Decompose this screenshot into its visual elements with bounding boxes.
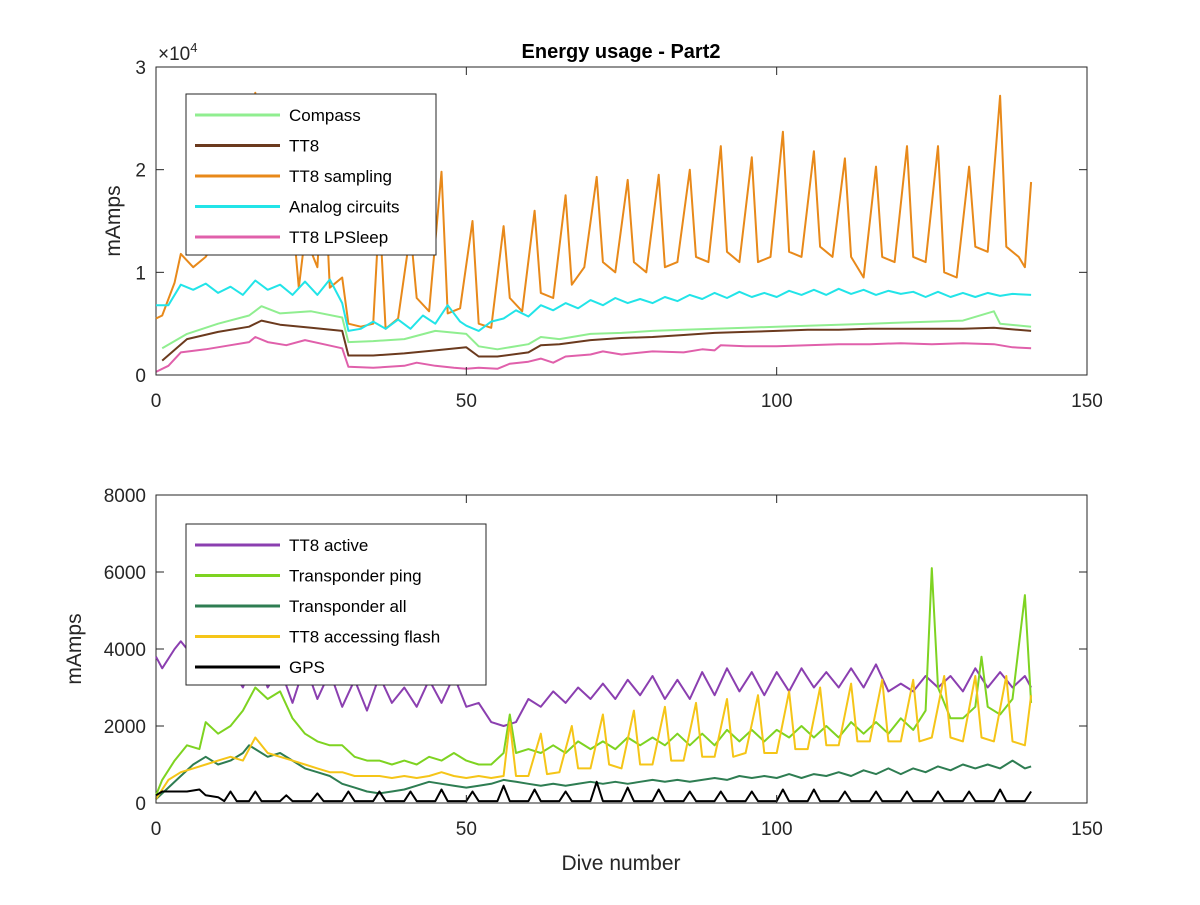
bottom-legend-label-gps: GPS bbox=[289, 658, 325, 677]
top-y-tick-label: 3 bbox=[135, 58, 146, 79]
top-y-tick-label: 2 bbox=[135, 161, 146, 182]
y-multiplier-base: ×10 bbox=[158, 44, 190, 65]
top-legend-label-tt8-sampling: TT8 sampling bbox=[289, 167, 392, 186]
bottom-legend-label-transponder-all: Transponder all bbox=[289, 597, 407, 616]
top-x-tick-label: 100 bbox=[761, 391, 793, 412]
top-legend-label-analog-circuits: Analog circuits bbox=[289, 198, 400, 217]
top-x-tick-label: 50 bbox=[456, 391, 477, 412]
bottom-legend-label-transponder-ping: Transponder ping bbox=[289, 567, 422, 586]
top-series-lines bbox=[155, 91, 1033, 373]
bottom-ticks: 0 50 100 150 0 2000 4000 6000 8000 bbox=[104, 486, 1103, 840]
bottom-y-tick-label: 6000 bbox=[104, 563, 146, 584]
x-axis-label-bottom: Dive number bbox=[561, 852, 680, 875]
bottom-x-tick-label: 50 bbox=[456, 819, 477, 840]
top-ticks: 0 50 100 150 0 1 2 3 bbox=[135, 58, 1102, 412]
top-series-compass-line bbox=[161, 305, 1032, 351]
y-axis-label-top: mAmps bbox=[102, 185, 125, 256]
bottom-legend-label-tt8-accessing-flash: TT8 accessing flash bbox=[289, 628, 440, 647]
bottom-legend-label-tt8-active: TT8 active bbox=[289, 536, 368, 555]
y-multiplier-exponent: 4 bbox=[190, 40, 197, 55]
top-x-tick-label: 0 bbox=[151, 391, 162, 412]
y-multiplier-top: ×104 bbox=[158, 40, 197, 65]
top-legend-label-tt8: TT8 bbox=[289, 137, 319, 156]
bottom-series-tt8-accessing-flash-line bbox=[155, 675, 1033, 800]
bottom-y-tick-label: 0 bbox=[135, 794, 146, 815]
axes-bottom: 0 50 100 150 0 2000 4000 6000 8000 mAmps Dive nu… bbox=[63, 486, 1103, 875]
bottom-y-tick-label: 2000 bbox=[104, 717, 146, 738]
top-y-tick-label: 0 bbox=[135, 366, 146, 387]
bottom-x-tick-label: 0 bbox=[151, 819, 162, 840]
bottom-series-lines bbox=[155, 567, 1033, 803]
chart-title: Energy usage - Part2 bbox=[522, 41, 721, 63]
top-legend-label-tt8-lpsleep: TT8 LPSleep bbox=[289, 228, 388, 247]
top-x-tick-label: 150 bbox=[1071, 391, 1103, 412]
legend-bottom[interactable]: TT8 active Transponder ping Transponder al… bbox=[185, 523, 487, 686]
axes-top: 0 50 100 150 0 1 2 3 ×104 mAmps Compass TT8 TT8 s… bbox=[102, 40, 1103, 412]
y-axis-label-bottom: mAmps bbox=[63, 613, 86, 684]
bottom-series-gps-line bbox=[155, 780, 1032, 803]
top-series-tt8-line bbox=[161, 319, 1032, 362]
top-series-tt8-lpsleep-line bbox=[155, 336, 1032, 373]
bottom-x-tick-label: 100 bbox=[761, 819, 793, 840]
bottom-y-tick-label: 4000 bbox=[104, 640, 146, 661]
legend-top[interactable]: Compass TT8 TT8 sampling Analog circuits TT8… bbox=[185, 93, 437, 256]
bottom-x-tick-label: 150 bbox=[1071, 819, 1103, 840]
bottom-series-tt8-active-line bbox=[155, 640, 1032, 727]
bottom-y-tick-label: 8000 bbox=[104, 486, 146, 507]
top-series-analog-circuits-line bbox=[156, 278, 1032, 332]
top-legend-label-compass: Compass bbox=[289, 106, 361, 125]
top-y-tick-label: 1 bbox=[135, 263, 146, 284]
top-series-tt8-sampling-line bbox=[155, 91, 1033, 330]
